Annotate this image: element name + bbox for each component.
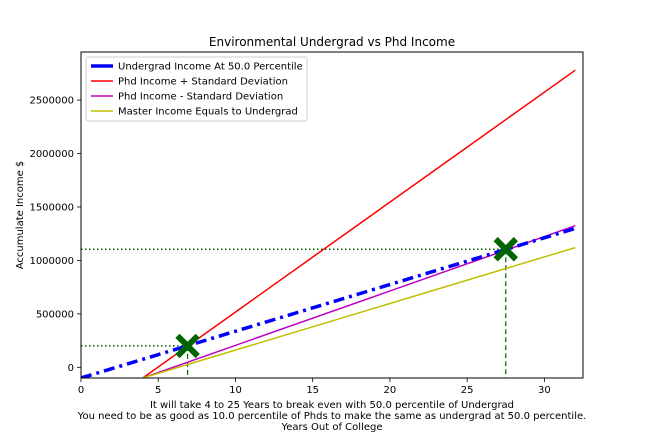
y-tick-label-4: 2000000 bbox=[29, 149, 74, 160]
legend: Undergrad Income At 50.0 Percentile Phd I… bbox=[85, 56, 308, 122]
legend-label-2: Phd Income - Standard Deviation bbox=[118, 92, 283, 103]
breakeven-marker-0 bbox=[175, 333, 200, 359]
legend-label-0: Undergrad Income At 50.0 Percentile bbox=[118, 62, 303, 73]
legend-label-1: Phd Income + Standard Deviation bbox=[118, 77, 288, 88]
x-tick-label-6: 30 bbox=[538, 385, 551, 396]
x-axis-label: Years Out of College bbox=[281, 422, 383, 432]
y-tick-label-2: 1000000 bbox=[29, 256, 74, 267]
caption-line-2: You need to be as good as 10.0 percentil… bbox=[77, 411, 587, 422]
x-tick-label-2: 10 bbox=[229, 385, 242, 396]
y-tick-label-1: 500000 bbox=[36, 309, 74, 320]
x-tick-label-1: 5 bbox=[155, 385, 161, 396]
chart-title: Environmental Undergrad vs Phd Income bbox=[209, 35, 455, 49]
y-tick-label-3: 1500000 bbox=[29, 202, 74, 213]
x-tick-label-5: 25 bbox=[461, 385, 474, 396]
x-tick-label-0: 0 bbox=[78, 385, 84, 396]
y-tick-label-0: 0 bbox=[68, 363, 74, 374]
legend-label-3: Master Income Equals to Undergrad bbox=[118, 107, 298, 118]
breakeven-marker-1 bbox=[493, 236, 519, 262]
x-tick-label-4: 20 bbox=[384, 385, 397, 396]
series-line-0 bbox=[81, 226, 576, 378]
series-line-3 bbox=[142, 246, 576, 378]
series-line-1 bbox=[142, 69, 576, 378]
y-tick-label-5: 2500000 bbox=[29, 96, 74, 107]
x-tick-label-3: 15 bbox=[306, 385, 319, 396]
y-axis-label: Accumulate Income $ bbox=[15, 161, 26, 270]
legend-box bbox=[85, 56, 308, 122]
plot-frame bbox=[80, 51, 584, 379]
caption-line-1: It will take 4 to 25 Years to break even… bbox=[150, 400, 514, 411]
